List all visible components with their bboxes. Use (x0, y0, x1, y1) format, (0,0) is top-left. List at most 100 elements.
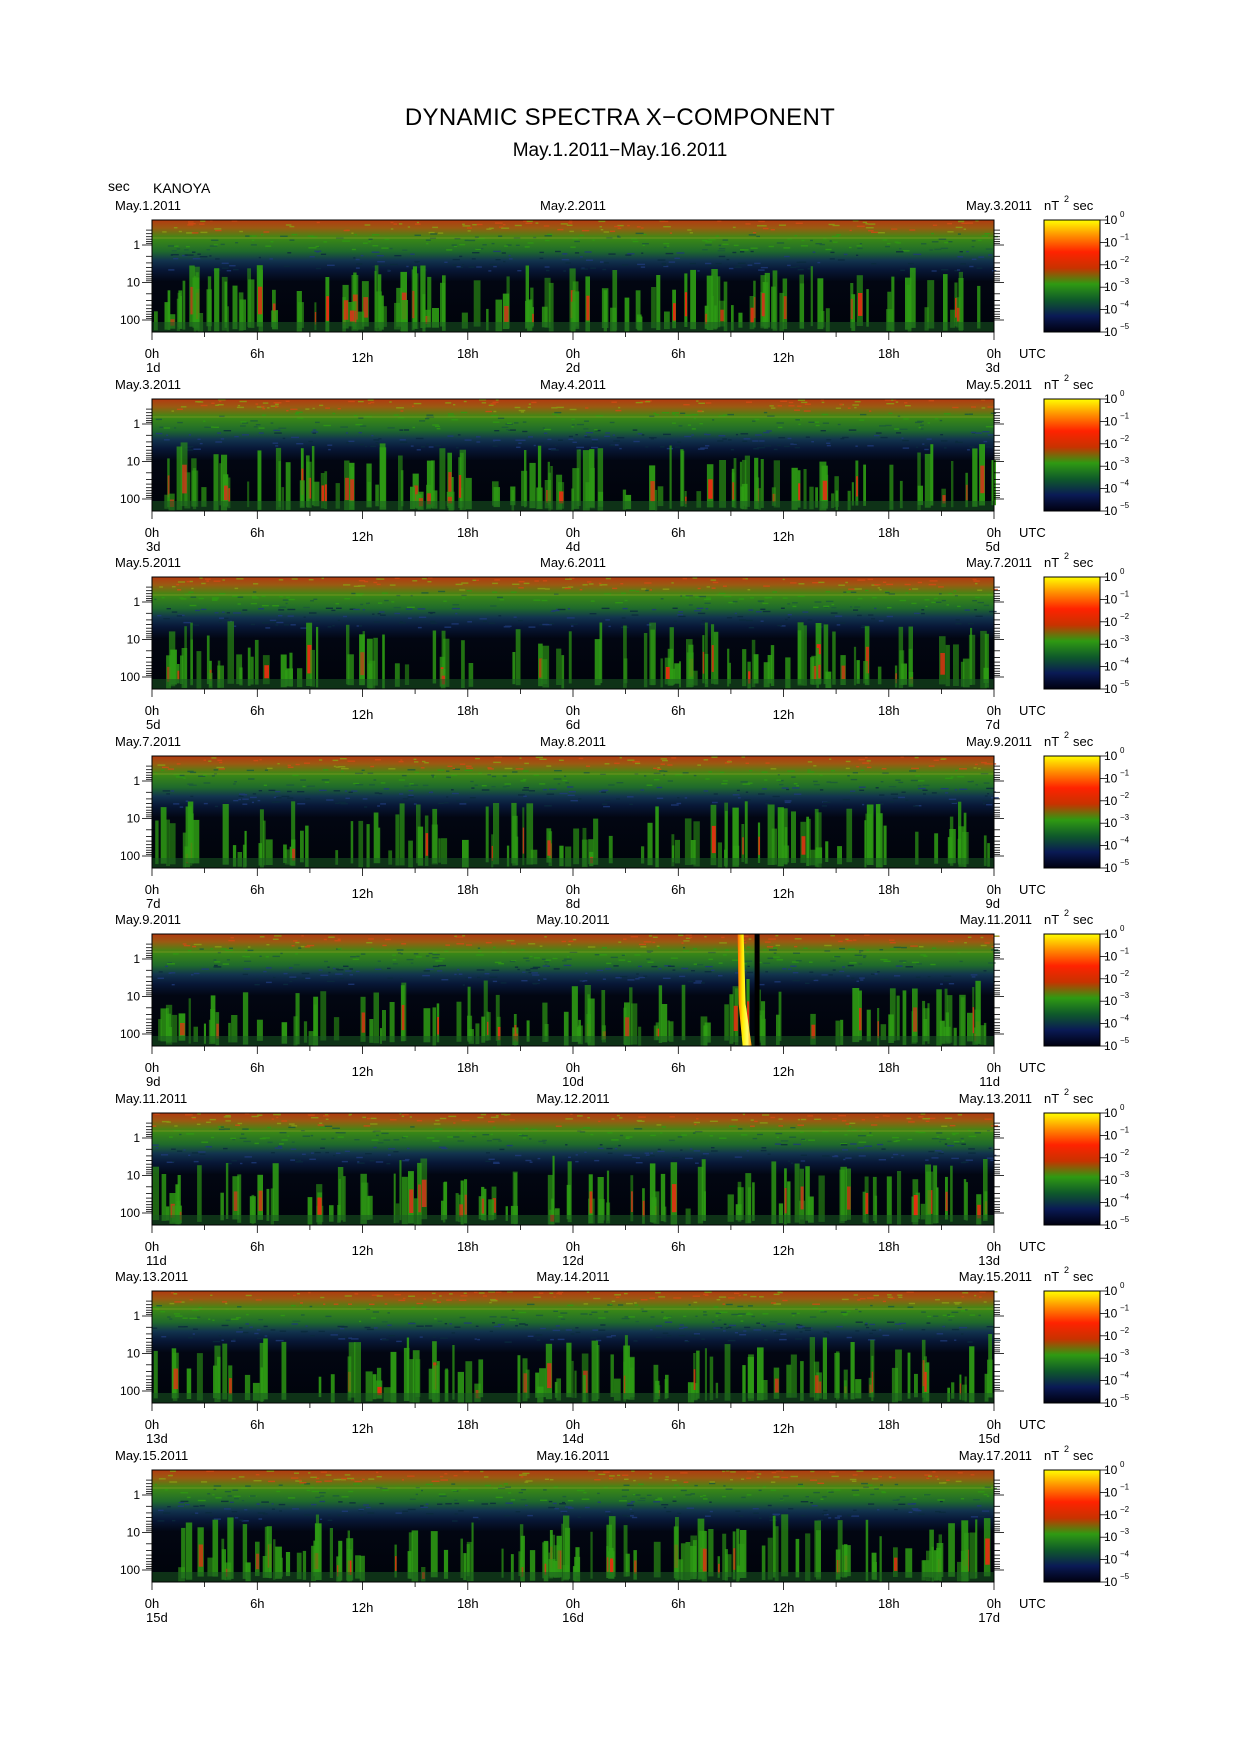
y-tick-label: 100 (120, 1206, 140, 1220)
colorbar-tick-base: 10 (1104, 1396, 1118, 1410)
y-tick-label: 100 (120, 313, 140, 327)
x-tick-label: 18h (878, 346, 900, 361)
colorbar-tick-exp: −5 (1120, 1036, 1130, 1045)
colorbar-tick-base: 10 (1104, 1575, 1118, 1589)
x-tick-label: 12h (352, 1421, 374, 1436)
colorbar-tick-exp: 0 (1120, 1460, 1125, 1469)
colorbar-unit-sup: 2 (1064, 373, 1069, 383)
y-tick-label: 100 (120, 849, 140, 863)
colorbar-tick-base: 10 (1104, 1196, 1118, 1210)
colorbar-unit: nT (1044, 198, 1059, 213)
colorbar-tick-base: 10 (1104, 258, 1118, 272)
date-label-right: May.13.2011 (959, 1091, 1032, 1106)
colorbar-tick-exp: −3 (1120, 1527, 1130, 1536)
day-label-left: 9d (146, 1074, 160, 1089)
colorbar-unit-sup: 2 (1064, 551, 1069, 561)
x-unit-label: UTC (1019, 1060, 1046, 1075)
x-unit-label: UTC (1019, 1239, 1046, 1254)
day-label-mid: 12d (562, 1253, 584, 1268)
y-tick-label: 10 (127, 812, 141, 826)
colorbar-tick-exp: −2 (1120, 791, 1130, 800)
date-label-mid: May.12.2011 (536, 1091, 609, 1106)
colorbar-unit-sup: 2 (1064, 1087, 1069, 1097)
x-tick-label: 0h (987, 525, 1001, 540)
y-tick-label: 10 (127, 1526, 141, 1540)
colorbar-tick-exp: −2 (1120, 969, 1130, 978)
colorbar-tick-exp: −5 (1120, 1572, 1130, 1581)
x-tick-label: 0h (145, 346, 159, 361)
x-tick-label: 0h (566, 1060, 580, 1075)
colorbar-tick-base: 10 (1104, 392, 1118, 406)
colorbar-tick-exp: −5 (1120, 501, 1130, 510)
date-label-left: May.9.2011 (115, 912, 181, 927)
colorbar-tick-exp: −1 (1120, 1303, 1130, 1312)
date-label-right: May.17.2011 (959, 1448, 1032, 1463)
x-axis-ticks (151, 1403, 995, 1411)
date-label-mid: May.8.2011 (540, 734, 606, 749)
x-tick-label: 0h (566, 882, 580, 897)
x-unit-label: UTC (1019, 882, 1046, 897)
x-tick-label: 6h (671, 703, 685, 718)
x-axis-ticks (151, 1225, 995, 1233)
x-tick-label: 0h (145, 525, 159, 540)
colorbar-tick-exp: −3 (1120, 1170, 1130, 1179)
x-tick-label: 12h (773, 886, 795, 901)
chart-subtitle: May.1.2011−May.16.2011 (512, 140, 728, 161)
colorbar-tick-exp: −2 (1120, 255, 1130, 264)
day-label-mid: 2d (566, 360, 580, 375)
colorbar-unit-sup: 2 (1064, 1444, 1069, 1454)
date-label-mid: May.2.2011 (540, 198, 606, 213)
x-unit-label: UTC (1019, 703, 1046, 718)
colorbar-tick-exp: 0 (1120, 924, 1125, 933)
colorbar-tick-exp: 0 (1120, 746, 1125, 755)
day-label-right: 9d (986, 896, 1000, 911)
colorbar-tick-base: 10 (1104, 794, 1118, 808)
y-axis-ticks (142, 1300, 1004, 1392)
spectrogram-texture (152, 1113, 999, 1165)
x-tick-label: 6h (250, 346, 264, 361)
spectral-activity (178, 1514, 991, 1582)
x-unit-label: UTC (1019, 1417, 1046, 1432)
colorbar-unit: nT (1044, 1448, 1059, 1463)
day-label-right: 3d (986, 360, 1000, 375)
date-label-right: May.15.2011 (959, 1269, 1032, 1284)
colorbar-tick-base: 10 (1104, 592, 1118, 606)
y-axis-ticks (142, 765, 1004, 857)
date-label-mid: May.16.2011 (536, 1448, 609, 1463)
colorbar-unit-suffix: sec (1073, 912, 1094, 927)
colorbar-tick-exp: 0 (1120, 1281, 1125, 1290)
colorbar-tick-exp: −3 (1120, 1348, 1130, 1357)
day-label-mid: 16d (562, 1610, 584, 1625)
y-tick-label: 100 (120, 1384, 140, 1398)
y-tick-label: 100 (120, 1563, 140, 1577)
x-tick-label: 0h (987, 703, 1001, 718)
x-tick-label: 12h (352, 1600, 374, 1615)
date-label-left: May.13.2011 (115, 1269, 188, 1284)
x-tick-label: 0h (987, 1239, 1001, 1254)
x-tick-label: 18h (457, 703, 479, 718)
y-tick-label: 1 (133, 595, 140, 609)
station-label: KANOYA (153, 180, 211, 196)
colorbar-tick-exp: −5 (1120, 322, 1130, 331)
colorbar-tick-base: 10 (1104, 235, 1118, 249)
x-tick-label: 6h (671, 1417, 685, 1432)
x-tick-label: 6h (250, 1060, 264, 1075)
colorbar-tick-base: 10 (1104, 682, 1118, 696)
x-tick-label: 18h (457, 346, 479, 361)
colorbar-tick-base: 10 (1104, 861, 1118, 875)
date-label-mid: May.4.2011 (540, 377, 606, 392)
colorbar-unit: nT (1044, 1091, 1059, 1106)
colorbar-tick-base: 10 (1104, 839, 1118, 853)
colorbar-tick-base: 10 (1104, 1017, 1118, 1031)
colorbar-tick-base: 10 (1104, 994, 1118, 1008)
day-label-left: 3d (146, 539, 160, 554)
colorbar-tick-exp: −3 (1120, 277, 1130, 286)
colorbar-tick-base: 10 (1104, 213, 1118, 227)
day-label-right: 13d (978, 1253, 1000, 1268)
colorbar-tick-exp: −4 (1120, 836, 1130, 845)
x-tick-label: 18h (878, 882, 900, 897)
